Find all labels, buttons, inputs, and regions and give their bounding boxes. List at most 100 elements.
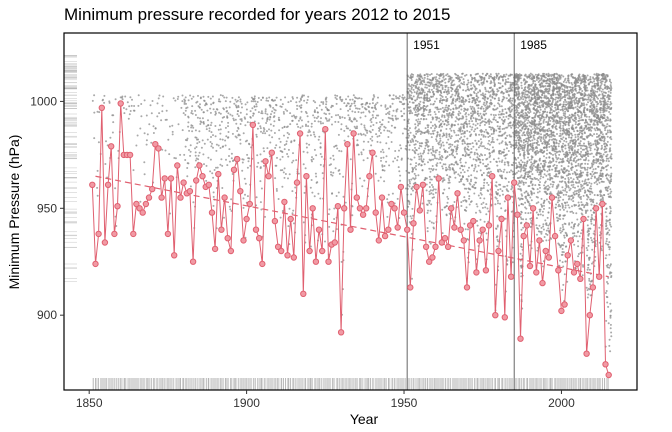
observation-point (562, 226, 564, 228)
observation-point (389, 105, 392, 108)
observation-point (168, 153, 171, 156)
observation-point (542, 102, 545, 105)
observation-point (476, 152, 479, 155)
observation-point (446, 151, 449, 153)
observation-point (531, 128, 534, 131)
observation-point (476, 118, 479, 121)
observation-point (168, 125, 171, 128)
observation-point (371, 106, 374, 109)
observation-point (517, 106, 520, 109)
observation-point (451, 111, 454, 113)
observation-point (524, 96, 527, 99)
observation-point (199, 123, 202, 125)
observation-point (489, 82, 492, 85)
observation-point (562, 283, 565, 286)
observation-point (477, 140, 480, 143)
observation-point (552, 110, 555, 112)
observation-point (453, 145, 456, 148)
observation-point (459, 127, 462, 130)
observation-point (442, 177, 445, 180)
observation-point (515, 171, 518, 174)
observation-point (479, 211, 482, 214)
observation-point (559, 122, 562, 125)
observation-point (425, 73, 428, 76)
observation-point (432, 149, 434, 152)
observation-point (441, 165, 444, 168)
observation-point (359, 177, 361, 180)
observation-point (494, 114, 497, 117)
observation-point (209, 124, 212, 127)
observation-point (426, 211, 429, 214)
observation-point (136, 134, 139, 137)
observation-point (510, 105, 513, 108)
observation-point (412, 214, 414, 217)
observation-point (567, 107, 570, 110)
observation-point (553, 142, 556, 145)
observation-point (537, 124, 540, 127)
observation-point (411, 185, 414, 188)
observation-point (319, 142, 322, 145)
observation-point (501, 159, 504, 162)
observation-point (434, 188, 437, 191)
observation-point (186, 106, 189, 109)
observation-point (428, 88, 431, 91)
observation-point (510, 188, 513, 191)
observation-point (337, 133, 340, 136)
observation-point (418, 96, 421, 99)
observation-point (538, 208, 541, 211)
observation-point (511, 99, 514, 102)
observation-point (520, 145, 523, 148)
observation-point (561, 158, 564, 161)
observation-point (565, 137, 567, 140)
observation-point (283, 144, 286, 146)
observation-point (491, 136, 494, 139)
observation-point (475, 104, 478, 107)
observation-point (458, 85, 461, 88)
observation-point (383, 169, 386, 172)
observation-point (283, 167, 286, 170)
observation-point (488, 156, 491, 159)
observation-point (540, 230, 543, 233)
observation-point (545, 79, 548, 82)
observation-point (291, 161, 294, 164)
observation-point (114, 187, 117, 190)
observation-point (281, 103, 284, 106)
observation-point (432, 226, 435, 229)
observation-point (482, 135, 485, 138)
observation-point (176, 98, 179, 100)
observation-point (462, 124, 465, 127)
observation-point (455, 73, 458, 76)
observation-point (551, 105, 553, 108)
observation-point (558, 203, 560, 206)
observation-point (398, 170, 401, 173)
observation-point (181, 100, 184, 103)
observation-point (227, 131, 230, 133)
observation-point (532, 108, 535, 111)
observation-point (438, 143, 440, 146)
observation-point (504, 108, 507, 111)
observation-point (347, 109, 350, 112)
observation-point (524, 167, 527, 170)
observation-point (366, 157, 369, 160)
observation-point (452, 79, 455, 82)
observation-point (412, 95, 415, 98)
observation-point (431, 118, 434, 121)
observation-point (569, 210, 572, 213)
observation-point (308, 143, 311, 146)
observation-point (448, 153, 451, 156)
observation-point (558, 90, 561, 93)
observation-point (441, 180, 444, 183)
observation-point (488, 77, 491, 80)
observation-point (511, 261, 514, 264)
observation-point (470, 180, 472, 183)
observation-point (463, 130, 466, 133)
observation-point (559, 77, 562, 80)
observation-point (539, 119, 542, 122)
observation-point (572, 200, 575, 203)
observation-point (467, 228, 469, 231)
observation-point (474, 101, 477, 104)
observation-point (481, 206, 484, 209)
observation-point (248, 143, 251, 146)
observation-point (485, 131, 488, 134)
observation-point (529, 217, 532, 220)
